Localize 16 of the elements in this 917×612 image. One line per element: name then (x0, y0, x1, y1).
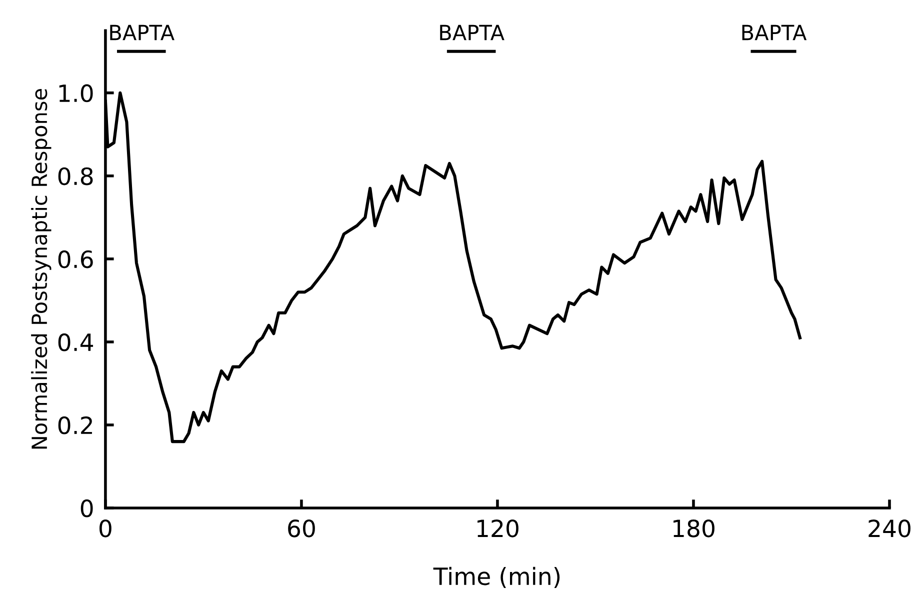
series-label: BAPTA (110, 24, 174, 40)
y-tick-label: 0.6 (58, 250, 93, 268)
y-tick-label: 0.4 (58, 333, 94, 352)
y-tick-label: 0.8 (58, 167, 93, 186)
y-tick-label: 0 (80, 499, 93, 518)
y-axis-title: Normalized Postsynaptic Response (31, 88, 52, 449)
series-label: BAPTA (440, 24, 504, 40)
x-tick-label: 60 (288, 519, 315, 538)
x-tick-label: 180 (674, 519, 714, 538)
x-axis-title: Time (min) (433, 566, 560, 588)
y-tick-label: 1.0 (59, 84, 93, 102)
x-tick-label: 0 (100, 519, 112, 538)
y-tick-label: 0.2 (58, 416, 92, 434)
x-tick-label: 120 (478, 519, 518, 538)
x-tick-label: 240 (868, 519, 910, 538)
series-label: BAPTA (742, 24, 807, 40)
